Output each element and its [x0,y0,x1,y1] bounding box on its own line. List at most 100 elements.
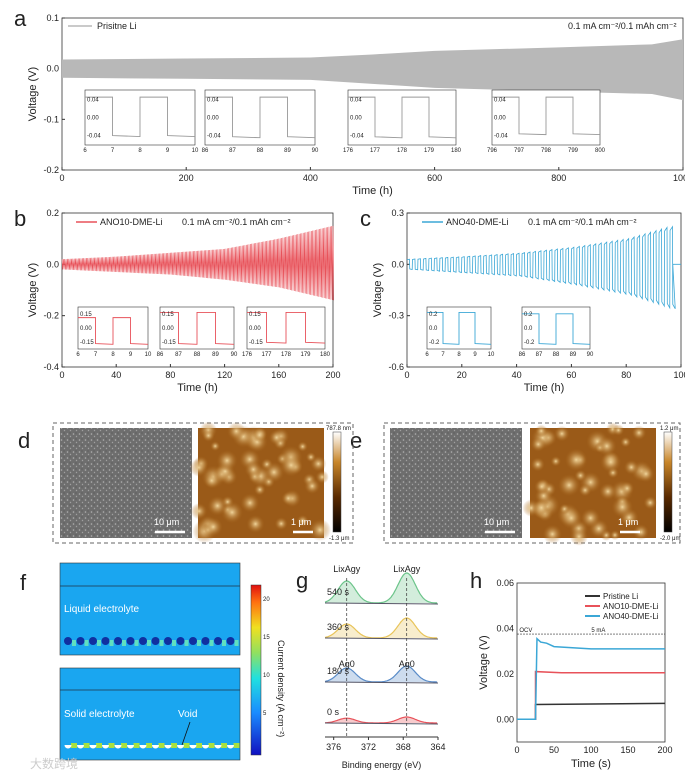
inset-y-tick: 0.15 [80,312,92,318]
inset-trace [247,311,326,344]
inset-x-tick: 9 [129,352,133,358]
hotspot [197,640,201,646]
void-pointer [181,721,191,746]
xps-baseline [324,681,439,684]
hotspot [96,743,102,748]
electrode-bump [126,637,135,645]
inset-x-tick: 8 [457,352,461,358]
scale-label-e-sem: 10 μm [484,517,509,527]
void [77,745,85,749]
y-axis-title: Voltage (V) [27,263,39,317]
inset-y-tick: 0.15 [249,312,261,318]
cbar-max-e: 1.2 μm [660,426,678,432]
inset-x-tick: 177 [261,352,272,358]
y-tick-label: -0.4 [43,362,59,372]
hotspot [83,743,90,748]
y-tick-label: 0.06 [496,578,514,588]
x-tick-label: 60 [566,370,576,380]
scale-label-d-afm: 1 μm [291,517,311,527]
series-line-1 [517,670,665,721]
afm-grain [580,508,601,528]
x-axis-title: Time (s) [571,758,611,770]
inset-y-tick: 0.04 [87,97,99,103]
x-tick-label: 0 [59,370,64,380]
electrode-bump [201,637,210,645]
peak-label: LixAgy [333,564,361,574]
electrode-bump [76,637,85,645]
y-tick-label: -0.3 [388,311,404,321]
hotspot [146,743,152,748]
electrode-bump [139,637,147,645]
y-tick-label: 0.00 [496,714,514,724]
y-tick-label: 0.04 [496,623,514,633]
afm-grain [599,482,617,501]
hotspot [171,743,177,748]
hotspot [234,640,239,646]
sim-liquid-bumps [64,637,239,646]
xps-spectrum [324,617,438,639]
voltage-trace-b [61,225,334,301]
hotspot [97,640,101,646]
xps-spectrum [324,665,438,683]
afm-grain [210,441,221,452]
inset-x-tick: 178 [397,148,408,154]
x-tick-label: 160 [271,370,286,380]
afm-grain [619,481,635,496]
x-axis-title: Time (h) [177,382,218,394]
inset-y-tick: 0.04 [207,97,219,103]
afm-grain [578,483,592,497]
afm-grain [252,427,268,443]
afm-colorbar-e [663,431,673,533]
afm-grain [246,514,265,534]
inset-y-tick: -0.2 [524,340,535,346]
hotspot [134,640,139,646]
inset-x-tick: 796 [487,148,498,154]
afm-grain [612,424,625,436]
peak-label: LixAgy [393,564,421,574]
spectrum-label: 0 s [327,707,340,717]
xps-spectrum [324,572,438,604]
void [152,745,159,749]
inset-x-tick: 86 [202,148,209,154]
xps-fill [325,573,438,603]
inset-x-tick: 6 [83,148,87,154]
series-line-0 [517,702,666,721]
sem-image-d [60,428,192,538]
hotspot [208,743,215,748]
panel-label-e: e [350,428,362,453]
afm-grain [643,495,657,510]
legend-label: ANO10-DME-Li [603,602,659,611]
afm-grain [564,448,588,472]
void [227,745,234,749]
hotspot [196,743,202,748]
afm-grain [597,436,617,456]
inset-x-tick: 177 [370,148,381,154]
afm-grain [216,450,238,472]
electrode-bump [89,637,97,645]
afm-grain [611,496,634,518]
x-tick-label: 400 [303,173,318,183]
xps-baseline [324,602,439,605]
afm-grain [304,478,321,495]
panel-label-d: d [18,428,30,453]
hotspot [221,743,227,748]
electrode-bump [114,637,122,645]
y-axis-title: Voltage (V) [372,263,384,317]
x-tick-label: 200 [325,370,340,380]
afm-grain [202,429,215,442]
inset-trace [85,96,196,137]
x-tick-label: 100 [673,370,685,380]
inset-x-tick: 9 [166,148,170,154]
inset-x-tick: 178 [281,352,292,358]
void [214,745,222,749]
y-tick-label: -0.2 [43,311,59,321]
annotation-a: 0.1 mA cm⁻²/0.1 mAh cm⁻² [568,21,677,31]
sim-solid-label: Solid electrolyte [64,709,135,720]
electrode-bump [176,637,185,645]
hotspot [233,743,240,748]
inset-y-tick: 0.00 [494,116,506,122]
void [202,745,209,749]
afm-grain [534,424,548,438]
hotspot [72,640,76,646]
x-tick-label: 80 [621,370,631,380]
